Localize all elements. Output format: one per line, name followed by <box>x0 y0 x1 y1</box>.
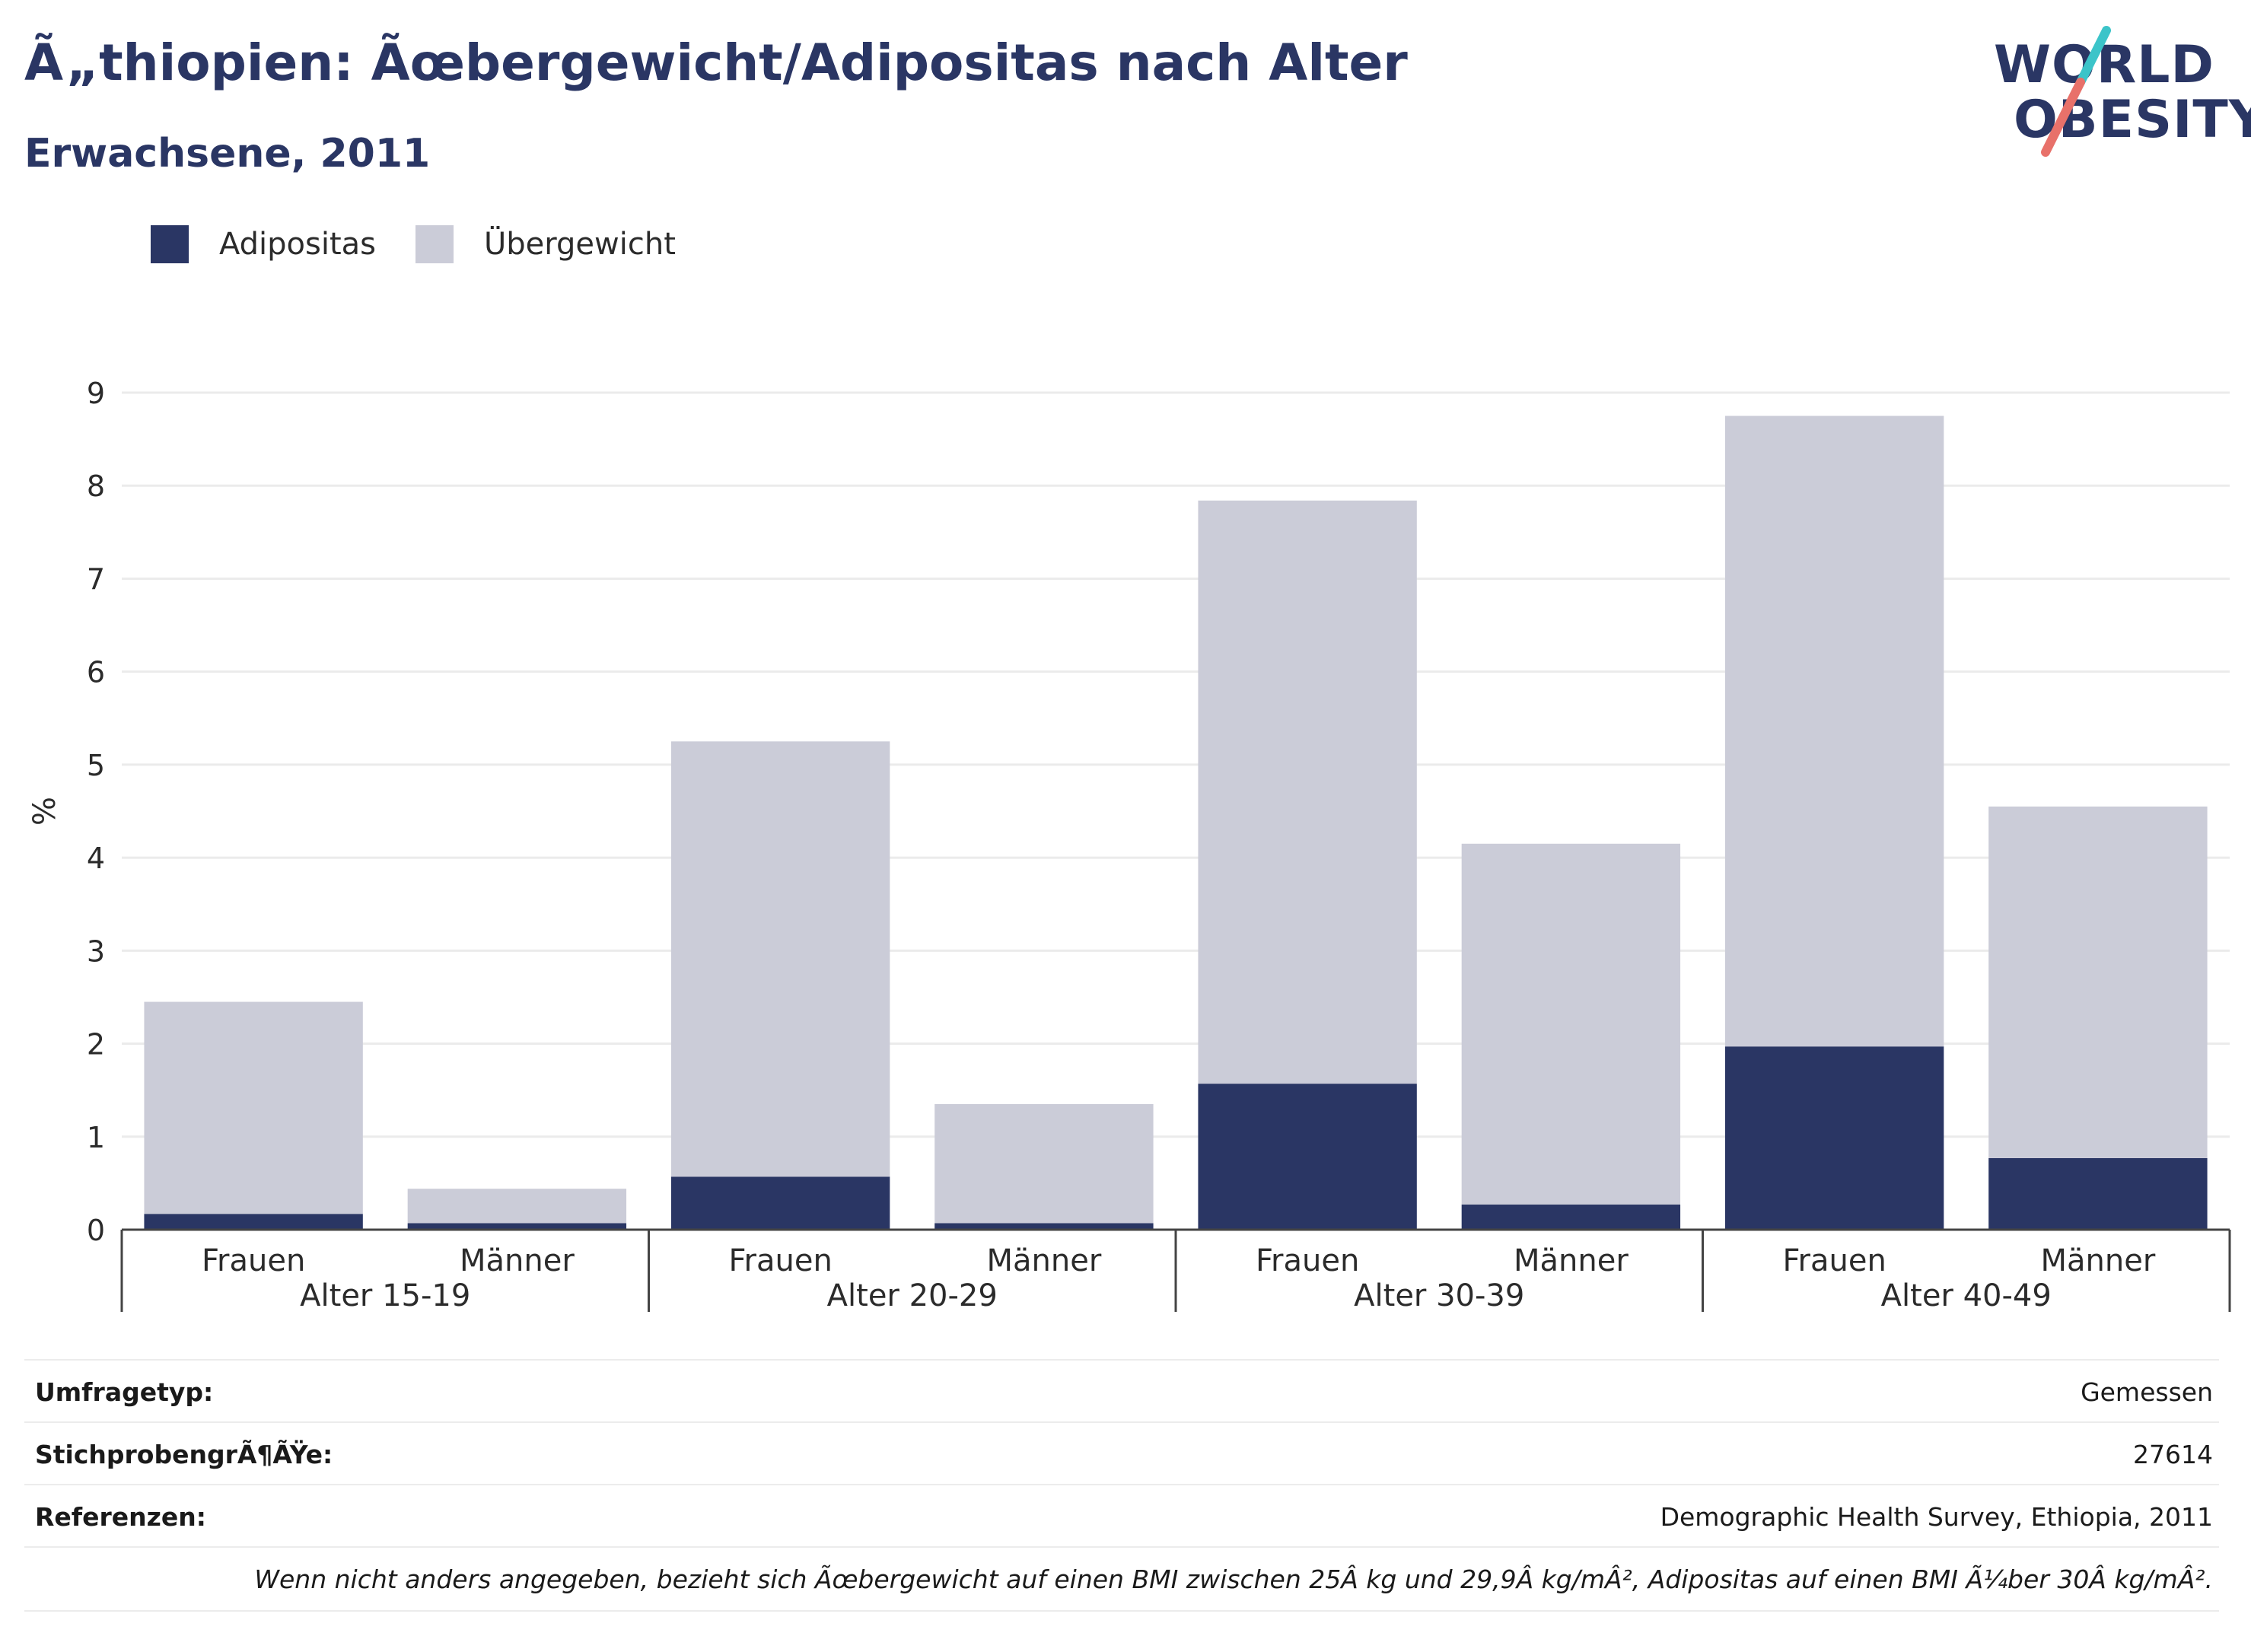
y-tick-label: 9 <box>87 377 105 410</box>
x-group-label: Alter 15-19 <box>300 1278 470 1313</box>
legend-swatch-adipositas <box>151 225 189 263</box>
x-category-label: Frauen <box>202 1243 305 1278</box>
x-category-label: Frauen <box>1256 1243 1359 1278</box>
x-category-label: Frauen <box>1782 1243 1886 1278</box>
x-category-label: Frauen <box>728 1243 832 1278</box>
bar-adipositas <box>1724 1046 1944 1230</box>
x-group-label: Alter 20-29 <box>827 1278 998 1313</box>
bar-uebergewicht <box>1724 415 1944 1047</box>
y-tick-label: 0 <box>87 1214 105 1247</box>
bar-adipositas <box>1461 1205 1681 1230</box>
x-group-label: Alter 30-39 <box>1354 1278 1524 1313</box>
bar-uebergewicht <box>1198 500 1417 1084</box>
logo-slash-icon <box>2041 26 2111 157</box>
y-tick-label: 7 <box>87 562 105 596</box>
bar-adipositas <box>144 1214 363 1230</box>
world-obesity-logo: WORLD OBESITY <box>1986 21 2251 166</box>
bar-uebergewicht <box>934 1104 1154 1224</box>
legend-swatch-uebergewicht <box>415 225 454 263</box>
definition-note: Wenn nicht anders angegeben, bezieht sic… <box>24 1546 2219 1612</box>
info-row-references: Referenzen: Demographic Health Survey, E… <box>24 1484 2219 1548</box>
info-label-survey-type: Umfragetyp: <box>35 1377 214 1407</box>
definition-note-text: Wenn nicht anders angegeben, bezieht sic… <box>254 1564 2213 1594</box>
x-category-label: Männer <box>2040 1243 2155 1278</box>
y-tick-label: 1 <box>87 1121 105 1154</box>
y-tick-label: 2 <box>87 1028 105 1062</box>
legend-item-adipositas: Adipositas <box>151 225 376 263</box>
legend-label-adipositas: Adipositas <box>219 227 377 262</box>
bar-uebergewicht <box>144 1001 363 1214</box>
info-value-references: Demographic Health Survey, Ethiopia, 201… <box>1660 1501 2213 1532</box>
y-tick-label: 5 <box>87 749 105 782</box>
info-label-references: Referenzen: <box>35 1501 206 1532</box>
bar-adipositas <box>1988 1157 2208 1230</box>
x-category-label: Männer <box>460 1243 575 1278</box>
bar-uebergewicht <box>1988 806 2208 1158</box>
chart-legend: Adipositas Übergewicht <box>151 225 715 263</box>
bar-adipositas <box>407 1223 627 1230</box>
info-row-survey-type: Umfragetyp: Gemessen <box>24 1359 2219 1423</box>
bar-adipositas <box>1198 1084 1417 1230</box>
info-label-sample-size: StichprobengrÃ¶ÃŸe: <box>35 1439 333 1469</box>
legend-item-uebergewicht: Übergewicht <box>415 225 676 263</box>
x-group-label: Alter 40-49 <box>1881 1278 2052 1313</box>
y-tick-label: 4 <box>87 842 105 875</box>
x-category-label: Männer <box>986 1243 1101 1278</box>
bar-uebergewicht <box>1461 843 1681 1205</box>
y-axis-label: % <box>27 797 62 826</box>
bar-adipositas <box>934 1223 1154 1230</box>
info-row-sample-size: StichprobengrÃ¶ÃŸe: 27614 <box>24 1421 2219 1485</box>
chart-subtitle: Erwachsene, 2011 <box>24 131 431 177</box>
bar-uebergewicht <box>670 741 890 1177</box>
y-tick-label: 8 <box>87 469 105 503</box>
info-value-survey-type: Gemessen <box>2081 1377 2213 1407</box>
bar-uebergewicht <box>407 1189 627 1224</box>
chart-title: Ã„thiopien: Ãœbergewicht/Adipositas nach… <box>24 33 1408 92</box>
bar-adipositas <box>670 1176 890 1230</box>
x-category-label: Männer <box>1514 1243 1629 1278</box>
y-tick-label: 3 <box>87 934 105 968</box>
y-tick-label: 6 <box>87 656 105 689</box>
bar-chart: 0 1 2 3 4 5 6 7 8 9% Frauen Männer Frauen Männer Fraue… <box>27 377 2231 1313</box>
legend-label-uebergewicht: Übergewicht <box>484 227 676 262</box>
info-value-sample-size: 27614 <box>2133 1439 2213 1469</box>
